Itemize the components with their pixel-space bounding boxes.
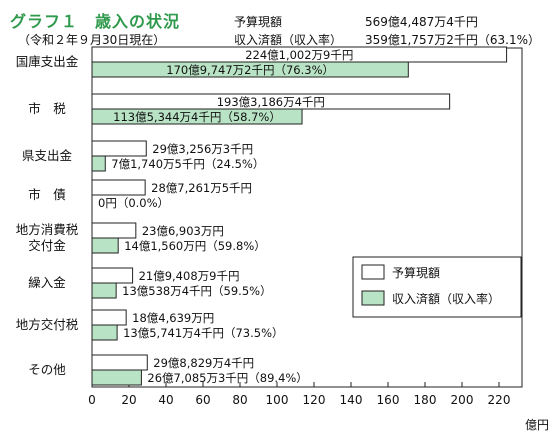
bar-received [91,369,142,386]
data-label-received: 14億1,560万円（59.8%） [124,239,266,253]
budget-summary-value: 569億4,487万4千円 [365,15,478,29]
bar-received [91,282,117,299]
x-tick-label: 40 [158,393,173,407]
x-tick-label: 120 [303,393,326,407]
x-tick-label: 60 [195,393,210,407]
bar-received [91,324,118,341]
data-label-received: 26億7,085万3千円（89.4%） [147,371,307,385]
data-label-budget: 23億6,903万円 [142,224,224,238]
data-label-budget: 21億9,408万9千円 [139,269,240,283]
bar-budget [91,140,147,157]
chart-subtitle: （令和２年９月30日現在） [18,33,166,47]
x-tick-label: 180 [414,393,437,407]
x-tick-label: 80 [232,393,247,407]
data-label-received: 0円（0.0%） [98,196,169,210]
bar-received [91,237,119,254]
data-label-budget: 18億4,639万円 [132,311,214,325]
category-label: 交付金 [28,238,66,253]
legend-swatch-budget [361,264,385,280]
bar-received [91,108,303,125]
legend-label-received: 収入済額（収入率） [392,291,500,306]
data-label-budget: 224億1,002万9千円 [245,48,353,62]
data-label-budget: 29億8,829万4千円 [153,356,254,370]
bar-budget [91,179,146,196]
x-tick-label: 140 [340,393,363,407]
category-label: 市 債 [28,187,66,202]
x-tick-label: 220 [488,393,511,407]
x-axis-unit: 億円 [525,418,549,432]
category-label: 地方消費税 [16,222,79,237]
data-label-budget: 193億3,186万4千円 [217,95,325,109]
category-label: 県支出金 [22,148,73,163]
received-summary-label: 収入済額（収入率） [234,33,343,47]
received-summary-value: 359億1,757万2千円（63.1%） [365,33,541,47]
category-label: 繰入金 [28,275,66,290]
data-label-budget: 28億7,261万5千円 [151,181,252,195]
bar-budget [91,309,127,326]
data-label-received: 7億1,740万5千円（24.5%） [111,157,264,171]
category-label: 市 税 [28,101,66,116]
x-tick-label: 160 [377,393,400,407]
data-label-budget: 29億3,256万3千円 [152,142,253,156]
legend-swatch-received [361,290,385,306]
x-tick-label: 20 [121,393,136,407]
bar-received [91,61,409,78]
category-label: 国庫支出金 [16,54,79,69]
data-label-received: 13億5,741万4千円（73.5%） [123,326,283,340]
chart-title: グラフ１ 歳入の状況 [10,12,181,31]
x-tick-label: 200 [451,393,474,407]
bar-received [91,155,106,172]
bar-budget [91,354,148,371]
data-label-received: 113億5,344万4千円（58.7%） [113,110,281,124]
category-label: その他 [28,362,66,377]
data-label-received: 13億538万4千円（59.5%） [122,284,271,298]
x-tick-label: 0 [88,393,96,407]
bar-budget [91,267,134,284]
x-tick-label: 100 [266,393,289,407]
legend-label-budget: 予算現額 [392,265,440,280]
category-label: 地方交付税 [16,317,79,332]
bar-budget [91,222,137,239]
budget-summary-label: 予算現額 [234,15,283,29]
data-label-received: 170億9,747万2千円（76.3%） [166,63,334,77]
